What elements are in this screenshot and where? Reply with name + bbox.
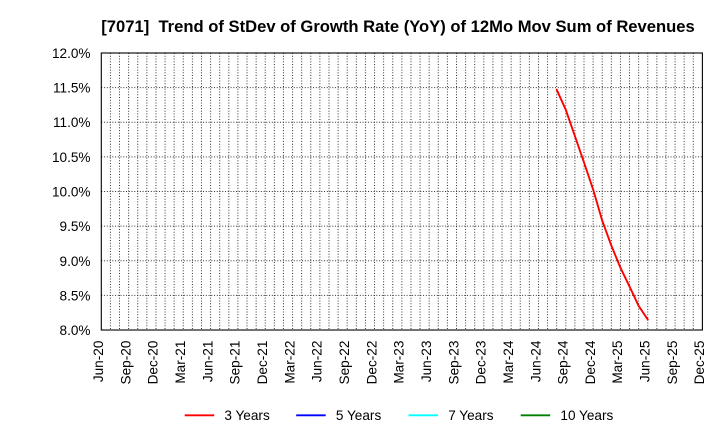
svg-text:10.0%: 10.0% [52,185,91,200]
svg-text:Jun-20: Jun-20 [91,340,106,382]
svg-text:Sep-24: Sep-24 [556,340,571,384]
svg-text:Mar-22: Mar-22 [282,341,297,384]
svg-text:9.5%: 9.5% [60,219,91,234]
svg-text:Mar-25: Mar-25 [610,341,625,384]
svg-text:3 Years: 3 Years [224,408,270,423]
svg-text:Dec-23: Dec-23 [474,341,489,385]
svg-text:Dec-20: Dec-20 [146,340,161,384]
svg-text:Sep-20: Sep-20 [118,340,133,384]
svg-text:10 Years: 10 Years [560,408,613,423]
svg-text:Jun-22: Jun-22 [310,341,325,383]
svg-text:8.0%: 8.0% [60,323,91,338]
svg-text:Jun-25: Jun-25 [638,341,653,383]
svg-text:12.0%: 12.0% [52,46,91,61]
svg-text:Sep-25: Sep-25 [665,341,680,385]
svg-text:11.5%: 11.5% [53,81,91,96]
svg-text:Dec-21: Dec-21 [255,341,270,385]
svg-text:Jun-21: Jun-21 [200,341,215,383]
svg-text:Sep-21: Sep-21 [228,341,243,385]
svg-text:Dec-22: Dec-22 [364,341,379,385]
svg-text:7 Years: 7 Years [448,408,494,423]
svg-text:Mar-24: Mar-24 [501,340,516,383]
svg-text:Sep-23: Sep-23 [446,341,461,385]
svg-text:11.0%: 11.0% [53,115,91,130]
svg-text:9.0%: 9.0% [60,254,91,269]
svg-text:Dec-24: Dec-24 [583,340,598,384]
svg-text:Jun-24: Jun-24 [528,340,543,382]
svg-text:Dec-25: Dec-25 [692,341,707,385]
svg-text:[7071] Trend of StDev of Grow: [7071] Trend of StDev of Growth Rate (Yo… [101,17,694,36]
svg-text:Mar-21: Mar-21 [173,341,188,384]
svg-text:Jun-23: Jun-23 [419,341,434,383]
svg-text:Sep-22: Sep-22 [337,341,352,385]
svg-text:8.5%: 8.5% [60,288,91,303]
svg-text:Mar-23: Mar-23 [392,341,407,384]
svg-text:5 Years: 5 Years [336,408,382,423]
svg-text:10.5%: 10.5% [52,150,91,165]
